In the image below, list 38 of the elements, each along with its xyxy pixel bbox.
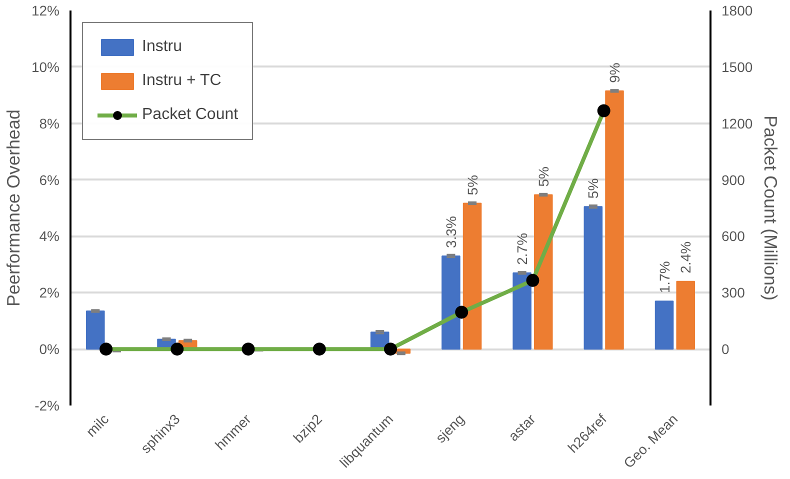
legend-label: Instru + TC	[142, 72, 222, 90]
bar	[676, 280, 695, 350]
bar	[442, 255, 460, 350]
data-label: 2.4%	[678, 241, 694, 274]
data-label: 5%	[585, 178, 602, 199]
bar	[605, 90, 624, 350]
legend-label: Packet Count	[142, 106, 238, 124]
data-label: 2.7%	[514, 232, 530, 265]
y2-tick-label: 1800	[722, 2, 753, 18]
y2-axis-title: Packet Count (Millions)	[760, 115, 781, 301]
bar	[512, 272, 532, 350]
y2-tick-label: 600	[722, 228, 746, 244]
y-tick-label: 4%	[39, 228, 60, 244]
bar	[584, 206, 603, 350]
y-tick-label: 12%	[31, 2, 60, 18]
bar	[654, 300, 674, 350]
data-label: 3.3%	[442, 216, 459, 248]
x-tick-label: milc	[82, 410, 112, 440]
legend-label: Instru	[142, 38, 182, 56]
bar	[534, 194, 553, 350]
y2-tick-label: 1200	[722, 115, 753, 132]
y2-tick-label: 1500	[722, 58, 753, 75]
y2-tick-label: 300	[722, 284, 746, 301]
y2-tick-label: 0	[722, 341, 730, 358]
bar	[462, 202, 482, 350]
y-tick-label: 0%	[39, 341, 60, 358]
y-axis-title: Peerformance Overhead	[3, 109, 24, 307]
data-label: 1.7%	[656, 261, 672, 294]
y-tick-label: 10%	[31, 58, 60, 75]
bar	[86, 310, 105, 350]
y-tick-label: -2%	[34, 398, 60, 414]
y-tick-label: 2%	[39, 284, 60, 301]
data-label: 9%	[606, 62, 622, 83]
y2-tick-label: 900	[722, 172, 746, 188]
y-tick-label: 8%	[39, 115, 60, 132]
y-tick-label: 6%	[39, 172, 60, 188]
data-label: 5%	[464, 174, 480, 196]
data-label: 5%	[535, 166, 552, 187]
